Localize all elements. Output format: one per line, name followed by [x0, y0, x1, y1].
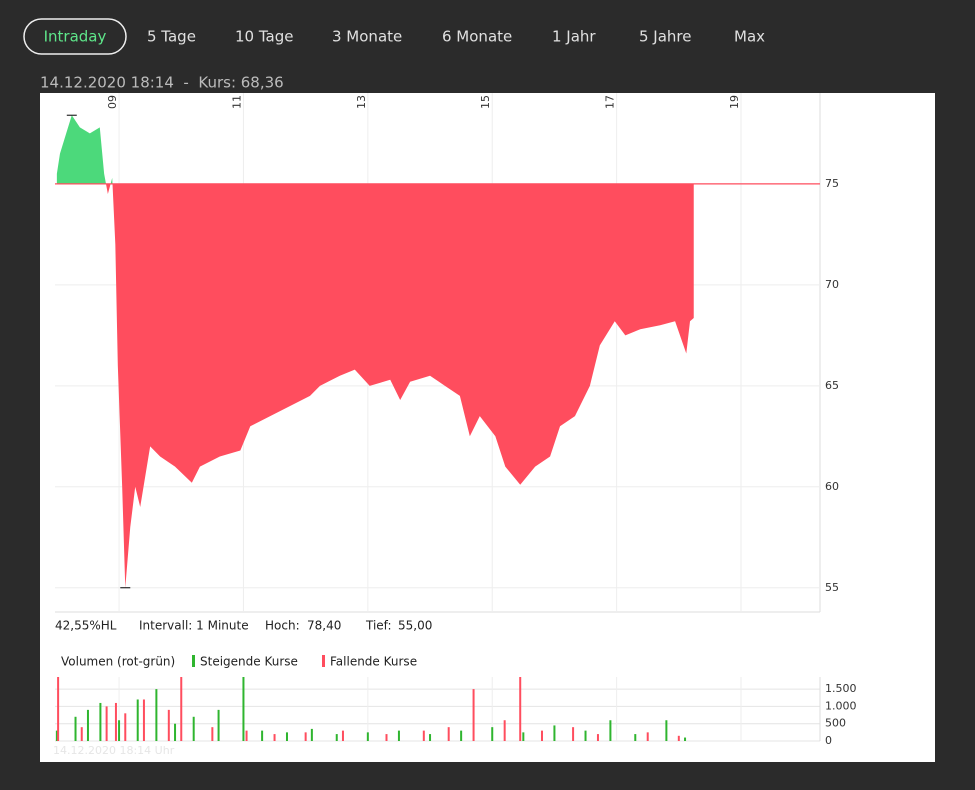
tab[interactable]: 5 Tage	[147, 28, 196, 46]
y-tick-label: 1.500	[825, 682, 857, 695]
price-area	[56, 115, 694, 588]
volume-bar	[684, 737, 687, 741]
x-tick-label: 09	[106, 95, 119, 109]
y-tick-label: 70	[825, 278, 839, 291]
tab-active-pill[interactable]	[23, 18, 127, 55]
watermark: 14.12.2020 18:14 Uhr	[53, 744, 175, 757]
y-tick-label: 75	[825, 177, 839, 190]
volume-bar	[74, 716, 77, 741]
volume-bar	[242, 677, 245, 741]
tab[interactable]: 1 Jahr	[552, 28, 596, 46]
tab[interactable]: Max	[734, 28, 765, 46]
tab[interactable]: 10 Tage	[235, 28, 293, 46]
x-tick-label: 15	[479, 95, 492, 109]
volume-bar	[596, 734, 599, 741]
legend-swatch	[192, 655, 195, 667]
volume-bar	[540, 730, 543, 741]
info-high-label: Hoch:	[265, 619, 300, 633]
volume-bar	[335, 734, 338, 741]
y-tick-label: 500	[825, 717, 846, 730]
volume-bar	[142, 699, 145, 741]
tab[interactable]: Intraday	[44, 28, 107, 46]
volume-bar	[167, 709, 170, 741]
volume-bar	[460, 730, 463, 741]
y-tick-label: 65	[825, 379, 839, 392]
info-interval: Intervall: 1 Minute	[139, 619, 249, 633]
volume-bar	[519, 677, 522, 741]
legend-swatch	[322, 655, 325, 667]
x-tick-label: 19	[728, 95, 741, 109]
tab[interactable]: 6 Monate	[442, 28, 512, 46]
volume-bar	[55, 730, 58, 741]
volume-bar	[447, 727, 450, 741]
legend-label: Steigende Kurse	[200, 655, 298, 669]
x-tick-label: 11	[230, 95, 243, 109]
volume-bar	[422, 730, 425, 741]
tab[interactable]: 3 Monate	[332, 28, 402, 46]
volume-bar	[609, 720, 612, 741]
legend-label: Fallende Kurse	[330, 655, 417, 669]
volume-bar	[211, 727, 214, 741]
volume-bar	[572, 727, 575, 741]
volume-bar	[634, 734, 637, 741]
volume-bar	[192, 716, 195, 741]
y-tick-label: 60	[825, 480, 839, 493]
y-tick-label: 0	[825, 734, 832, 747]
volume-bar	[366, 732, 369, 741]
volume-bar	[273, 734, 276, 741]
volume-bar	[677, 735, 680, 741]
volume-bar	[503, 720, 506, 741]
volume-title: Volumen (rot-grün)	[61, 655, 175, 669]
volume-bar	[57, 677, 60, 741]
volume-bar	[341, 730, 344, 741]
y-tick-label: 1.000	[825, 699, 857, 712]
volume-bar	[491, 727, 494, 741]
volume-bar	[646, 732, 649, 741]
volume-bar	[155, 689, 158, 741]
volume-bar	[310, 728, 313, 741]
x-tick-label: 17	[604, 95, 617, 109]
header: 14.12.2020 18:14 - Kurs: 68,36	[40, 74, 284, 92]
volume-bar	[429, 734, 432, 741]
volume-bar	[99, 702, 102, 741]
volume-bar	[114, 702, 117, 741]
volume-bar	[665, 720, 668, 741]
tab[interactable]: 5 Jahre	[639, 28, 692, 46]
volume-bar	[397, 730, 400, 741]
info-high: 78,40	[307, 619, 341, 633]
volume-bar	[245, 730, 248, 741]
plot: 55 60 65 70 75 09 11 13 15 17 19 0 500 1.000 1.500 Stei…	[55, 93, 857, 747]
volume-bar	[304, 732, 307, 741]
volume-bar	[80, 727, 83, 741]
volume-bar	[261, 730, 264, 741]
info-range: 42,55%HL	[55, 619, 117, 633]
volume-bar	[180, 677, 183, 741]
volume-bar	[124, 713, 127, 741]
volume-bar	[385, 734, 388, 741]
volume-bar	[217, 709, 220, 741]
info-low: 55,00	[398, 619, 432, 633]
info-low-label: Tief:	[365, 619, 392, 633]
volume-bar	[136, 699, 139, 741]
volume-bar	[174, 723, 177, 741]
y-tick-label: 55	[825, 581, 839, 594]
volume-bar	[472, 689, 475, 741]
volume-bar	[584, 730, 587, 741]
volume-bar	[105, 706, 108, 741]
volume-bar	[285, 732, 288, 741]
volume-bar	[522, 732, 525, 741]
volume-bar	[553, 725, 556, 741]
volume-bar	[86, 709, 89, 741]
x-tick-label: 13	[355, 95, 368, 109]
volume-bar	[118, 720, 121, 741]
